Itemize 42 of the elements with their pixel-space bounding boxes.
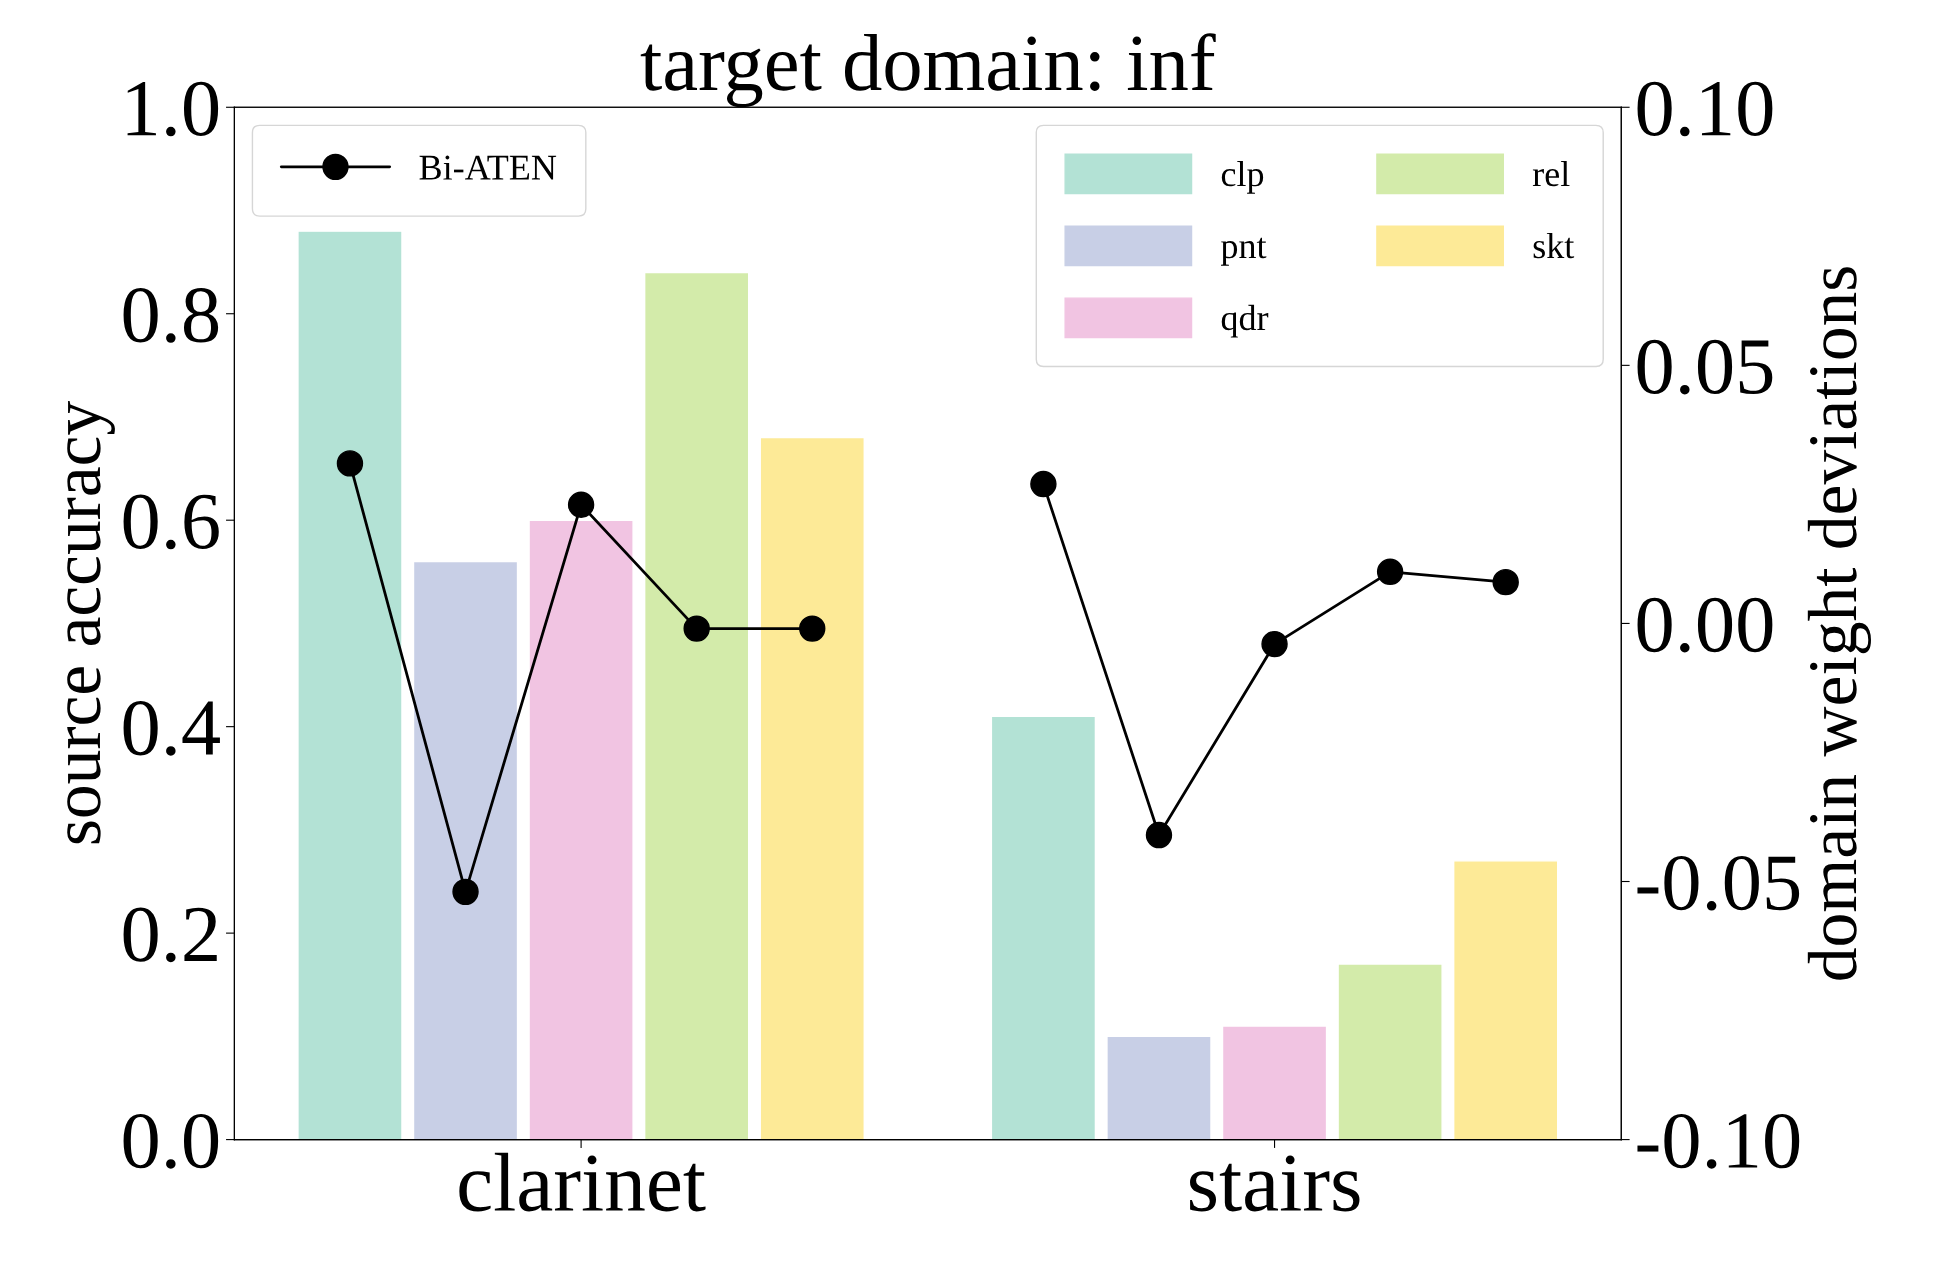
- y-tick-label: 0.2: [123, 907, 217, 963]
- y2-tick-label: -0.05: [1637, 855, 1800, 911]
- y-axis-title: source accuracy: [67, 401, 115, 844]
- point: [336, 450, 364, 477]
- point: [1030, 470, 1057, 498]
- y-tick-label: 0.0: [123, 1113, 219, 1169]
- bar: [1106, 1035, 1212, 1140]
- y-tick-label: 0.6: [123, 494, 219, 550]
- point: [1145, 821, 1173, 849]
- bar: [759, 436, 865, 1140]
- y2-tick-label: 0.00: [1637, 597, 1773, 653]
- legend-label: pnt: [1221, 237, 1267, 266]
- chart-title: target domain: inf: [640, 33, 1216, 108]
- point: [452, 878, 479, 906]
- bar: [643, 271, 750, 1140]
- y2-axis-title: domain weight deviations: [1807, 267, 1871, 980]
- point: [1492, 568, 1519, 596]
- bar: [1337, 963, 1443, 1140]
- bar: [297, 230, 403, 1140]
- point: [567, 491, 595, 518]
- point: [683, 615, 710, 642]
- point: [1376, 558, 1404, 586]
- y2-tick-label: -0.10: [1637, 1113, 1800, 1169]
- y2-tick-label: 0.05: [1637, 339, 1773, 395]
- bar: [990, 715, 1097, 1140]
- y-tick-label: 0.4: [123, 701, 220, 756]
- y2-tick-label: 0.10: [1637, 81, 1773, 137]
- point: [1261, 630, 1288, 658]
- bar: [1452, 860, 1559, 1140]
- bar: [528, 519, 634, 1140]
- bar: [1221, 1025, 1328, 1140]
- legend-label: clp: [1221, 160, 1264, 194]
- bar: [412, 560, 519, 1140]
- legend-label: Bi-ATEN: [419, 155, 557, 180]
- y-tick-label: 1.0: [127, 81, 219, 137]
- x-tick-label: clarinet: [459, 1152, 706, 1212]
- point: [799, 615, 826, 642]
- legend-label: qdr: [1221, 304, 1269, 338]
- x-tick-label: stairs: [1190, 1155, 1360, 1212]
- legend-label: rel: [1532, 160, 1570, 187]
- y-tick-label: 0.8: [123, 288, 219, 343]
- legend-label: skt: [1533, 232, 1575, 259]
